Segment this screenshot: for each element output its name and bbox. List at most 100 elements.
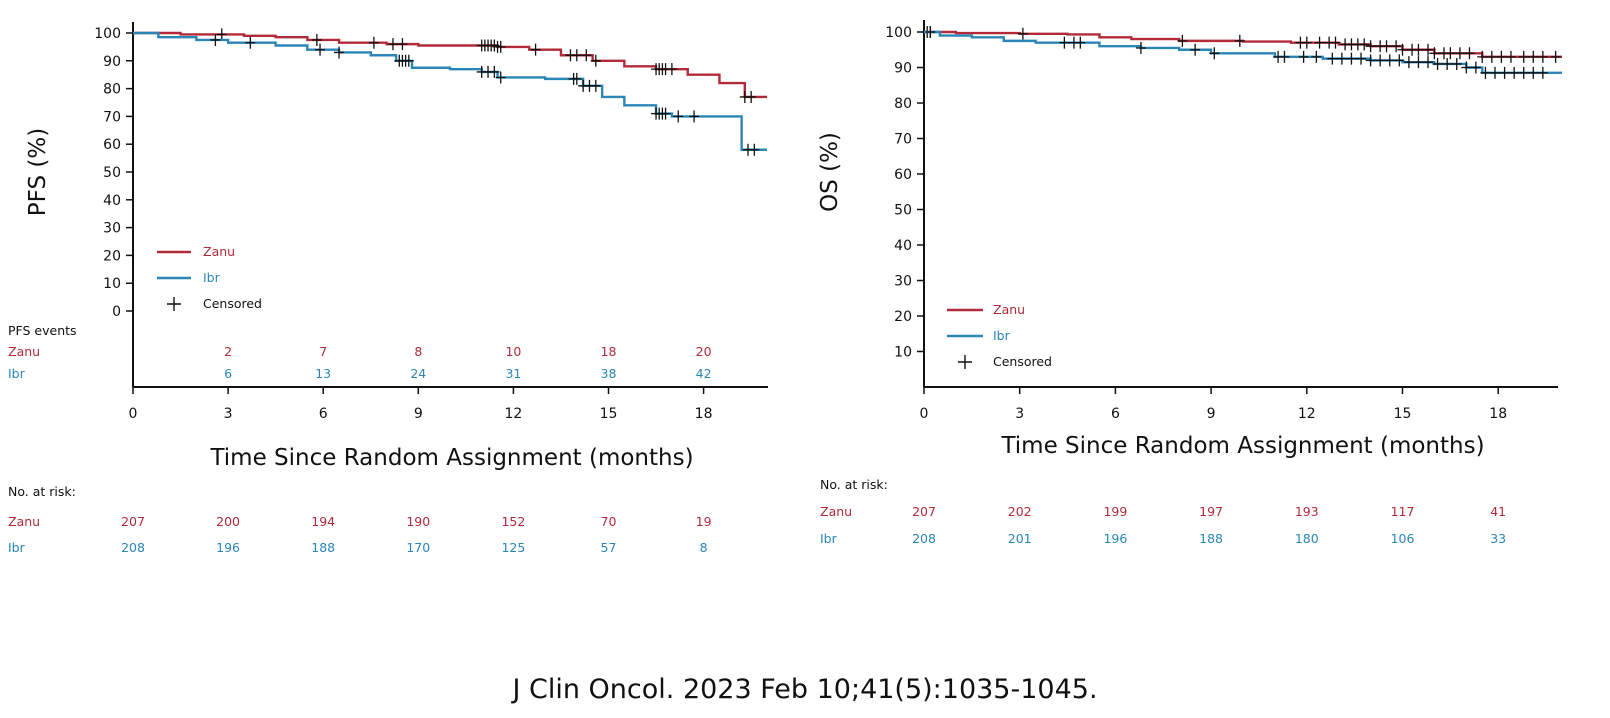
at-risk-row-label-ibr: Ibr (8, 540, 26, 555)
censor-mark (571, 72, 582, 85)
censor-mark (1075, 36, 1086, 49)
at-risk-value-zanu: 41 (1490, 504, 1506, 519)
censor-mark (1234, 34, 1245, 47)
x-tick-label: 18 (695, 406, 713, 422)
at-risk-value-ibr: 196 (216, 540, 240, 555)
censor-mark (590, 54, 601, 67)
censor-mark (1413, 56, 1424, 69)
y-tick-label: 10 (103, 276, 121, 292)
censor-mark (311, 33, 322, 46)
censor-mark (1429, 47, 1440, 60)
censor-mark (749, 143, 760, 156)
censor-mark (1336, 52, 1347, 65)
censor-mark (1397, 43, 1408, 56)
y-tick-label: 10 (894, 345, 912, 361)
censor-mark (530, 43, 541, 56)
at-risk-value-zanu: 70 (601, 514, 617, 529)
legend-label-zanu: Zanu (993, 302, 1025, 317)
at-risk-value-ibr: 188 (1199, 531, 1223, 546)
y-tick-label: 50 (103, 165, 121, 181)
at-risk-value-zanu: 194 (311, 514, 335, 529)
censor-mark (1537, 66, 1548, 79)
x-axis-label: Time Since Random Assignment (months) (209, 445, 693, 471)
events-value-zanu: 10 (505, 344, 521, 359)
legend-label-censored: Censored (203, 296, 262, 311)
censor-mark (1298, 50, 1309, 63)
censor-mark (1314, 36, 1325, 49)
events-value-ibr: 6 (224, 366, 232, 381)
censor-mark (1311, 50, 1322, 63)
censor-mark (1359, 38, 1370, 51)
censor-mark (1470, 61, 1481, 74)
legend-label-ibr: Ibr (993, 328, 1011, 343)
censor-mark (746, 90, 757, 103)
censor-mark (210, 33, 221, 46)
censor-mark (1403, 56, 1414, 69)
at-risk-value-zanu: 19 (696, 514, 712, 529)
censor-mark (1442, 57, 1453, 70)
censor-mark (1454, 47, 1465, 60)
at-risk-value-ibr: 188 (311, 540, 335, 555)
at-risk-value-ibr: 57 (601, 540, 617, 555)
y-tick-label: 90 (103, 54, 121, 70)
events-value-ibr: 38 (601, 366, 617, 381)
x-tick-label: 6 (319, 406, 328, 422)
x-tick-label: 15 (1394, 406, 1412, 422)
pfs-chart: 0 10 20 30 40 50 60 70 80 90 100 0 3 6 9 12 15 18 Time Sin… (8, 22, 768, 555)
at-risk-value-zanu: 200 (216, 514, 240, 529)
y-axis-label: OS (%) (817, 132, 843, 212)
censor-mark (495, 40, 506, 53)
censor-mark (1537, 50, 1548, 63)
at-risk-row-label-ibr: Ibr (820, 531, 838, 546)
at-risk-row-label-zanu: Zanu (820, 504, 852, 519)
censor-mark (495, 71, 506, 84)
x-tick-label: 9 (1207, 406, 1216, 422)
censor-mark (1356, 52, 1367, 65)
at-risk-value-zanu: 152 (501, 514, 525, 529)
censor-mark (1486, 50, 1497, 63)
at-risk-table-label: No. at risk: (8, 484, 76, 499)
series-line-ibr (133, 31, 767, 151)
censor-mark (1375, 54, 1386, 67)
legend-censor-mark (167, 297, 181, 311)
censor-mark (1391, 40, 1402, 53)
y-axis-label: PFS (%) (25, 128, 51, 216)
censor-mark (1464, 47, 1475, 60)
y-tick-label: 30 (894, 274, 912, 290)
y-tick-label: 60 (894, 167, 912, 183)
y-tick-label: 40 (894, 238, 912, 254)
legend-label-zanu: Zanu (203, 244, 235, 259)
y-tick-label: 70 (103, 109, 121, 125)
at-risk-value-ibr: 170 (406, 540, 430, 555)
censor-mark (1327, 52, 1338, 65)
censor-mark (1496, 50, 1507, 63)
censor-mark (660, 107, 671, 120)
events-value-zanu: 2 (224, 344, 232, 359)
events-value-zanu: 18 (601, 344, 617, 359)
censor-mark (1330, 36, 1341, 49)
events-value-ibr: 24 (410, 366, 426, 381)
at-risk-value-ibr: 201 (1008, 531, 1032, 546)
legend-label-censored: Censored (993, 354, 1052, 369)
x-tick-label: 15 (600, 406, 618, 422)
censor-mark (1509, 66, 1520, 79)
y-tick-label: 40 (103, 193, 121, 209)
censor-mark (1423, 56, 1434, 69)
legend-label-ibr: Ibr (203, 270, 221, 285)
at-risk-value-ibr: 180 (1295, 531, 1319, 546)
censor-mark (1461, 61, 1472, 74)
censor-mark (1394, 54, 1405, 67)
censor-mark (1550, 50, 1561, 63)
censor-mark (925, 26, 936, 38)
x-tick-label: 3 (224, 406, 233, 422)
censor-mark (1480, 66, 1491, 79)
censor-mark (403, 54, 414, 67)
censor-mark (216, 28, 227, 41)
events-row-label-zanu: Zanu (8, 344, 40, 359)
at-risk-value-ibr: 8 (700, 540, 708, 555)
censor-mark (1518, 66, 1529, 79)
at-risk-value-ibr: 208 (912, 531, 936, 546)
censor-mark (673, 110, 684, 123)
y-tick-label: 90 (894, 61, 912, 77)
